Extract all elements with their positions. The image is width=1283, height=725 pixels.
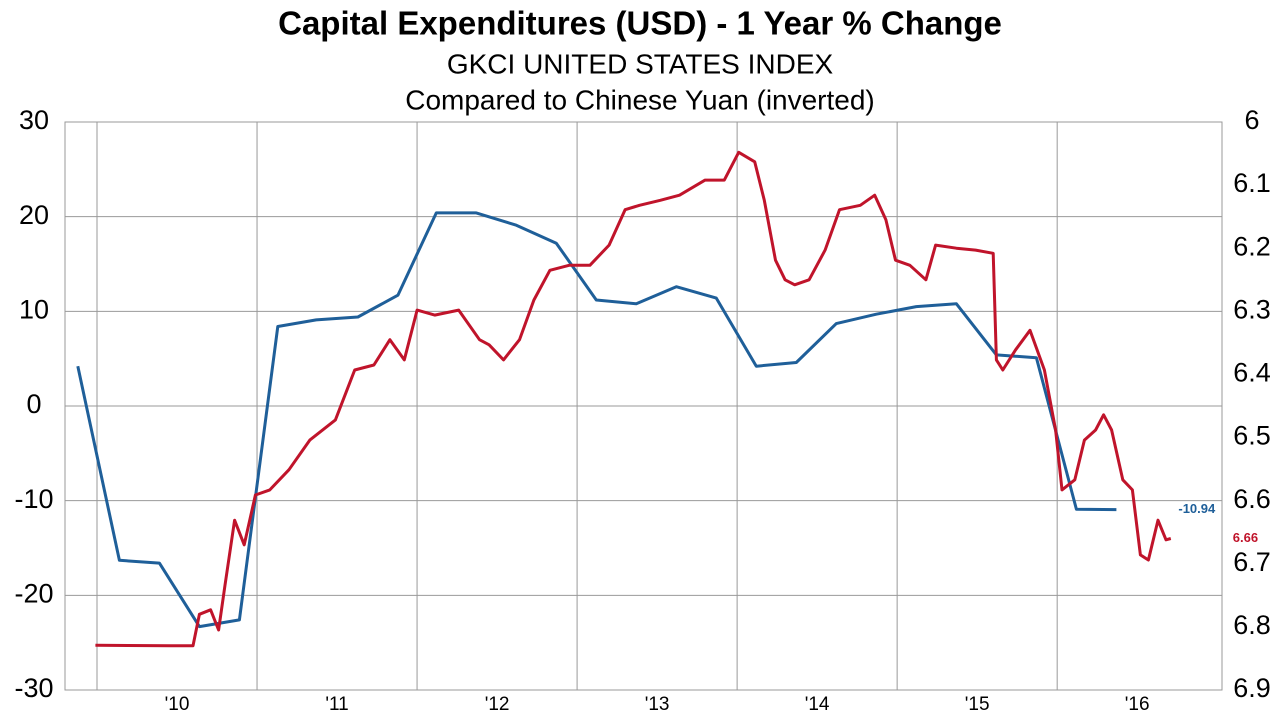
y2-tick-label: 6.2 (1233, 231, 1271, 261)
y-tick-label: 10 (19, 294, 49, 324)
x-tick-label: '15 (965, 694, 990, 715)
y2-tick-label: 6.6 (1233, 484, 1271, 514)
y-tick-label: 30 (19, 105, 49, 135)
y2-tick-label: 6.8 (1233, 610, 1271, 640)
y-tick-label: 20 (19, 200, 49, 230)
chart-subtitle: GKCI UNITED STATES INDEX (447, 48, 834, 79)
x-tick-label: '14 (805, 694, 830, 715)
x-tick-label: '16 (1125, 694, 1150, 715)
y2-tick-label: 6 (1244, 105, 1259, 135)
y2-tick-label: 6.3 (1233, 294, 1271, 324)
end-value-label: -10.94 (1178, 501, 1216, 516)
y-tick-label: 0 (26, 389, 41, 419)
y-tick-label: -30 (14, 673, 53, 703)
series-line (95, 150, 1172, 648)
chart-title: Capital Expenditures (USD) - 1 Year % Ch… (278, 5, 1002, 42)
y-tick-label: -10 (14, 484, 53, 514)
y2-tick-label: 6.7 (1233, 547, 1271, 577)
chart-subtitle: Compared to Chinese Yuan (inverted) (405, 84, 875, 115)
end-value-label: 6.66 (1233, 530, 1258, 545)
series-line (76, 211, 1117, 629)
x-tick-label: '11 (325, 694, 348, 715)
plot-border (64, 121, 1223, 691)
y-tick-label: -20 (14, 578, 53, 608)
y2-tick-label: 6.5 (1233, 421, 1271, 451)
x-tick-label: '12 (485, 694, 510, 715)
x-tick-label: '13 (645, 694, 670, 715)
y2-tick-label: 6.1 (1233, 168, 1271, 198)
y2-tick-label: 6.4 (1233, 358, 1271, 388)
y2-tick-label: 6.9 (1233, 673, 1271, 703)
x-tick-label: '10 (165, 694, 190, 715)
